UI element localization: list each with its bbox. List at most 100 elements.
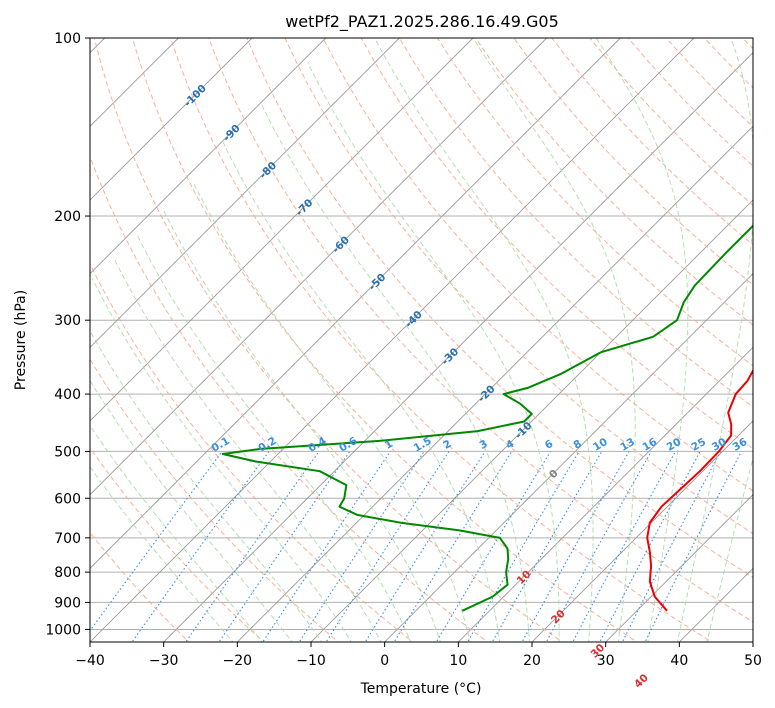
moist-adiabat-line	[192, 181, 471, 642]
isotherm-line	[90, 38, 695, 642]
y-tick-label: 700	[54, 531, 81, 547]
plot-frame	[89, 37, 754, 643]
moist-adiabat-line	[91, 278, 352, 642]
mixing-ratio-line	[218, 451, 351, 642]
mixing-ratio-line	[325, 451, 450, 642]
x-tick-label: −30	[149, 653, 179, 669]
isotherm-label: 20	[549, 608, 568, 627]
dry-adiabat-line	[90, 531, 190, 642]
dry-adiabat-line	[742, 38, 753, 50]
y-tick-label: 500	[54, 444, 81, 460]
y-axis: 100 200 300 400 500 600 700 800 900 1000	[45, 31, 90, 638]
background-lines	[90, 38, 753, 642]
isotherm-line	[236, 125, 753, 642]
y-tick-label: 1000	[45, 622, 81, 638]
mixing-ratio-line	[90, 451, 223, 632]
mixing-ratio-label: 4	[504, 438, 516, 452]
isotherm-line	[90, 38, 253, 201]
moist-adiabat-line	[113, 257, 382, 642]
y-tick-label: 300	[54, 313, 81, 329]
moist-adiabat-line	[307, 62, 560, 642]
mixing-ratio-line	[644, 451, 742, 642]
profile-traces	[221, 224, 753, 612]
moist-adiabat-line	[222, 141, 501, 642]
dry-adiabat-line	[90, 446, 265, 642]
moist-adiabat-line	[374, 38, 594, 642]
x-axis-title: Temperature (°C)	[360, 681, 482, 697]
isotherm-label: -60	[330, 234, 352, 256]
mixing-ratio-label: 6	[543, 438, 555, 452]
moist-adiabat-line	[90, 379, 293, 642]
moist-adiabat-line	[90, 329, 323, 642]
x-tick-label: −20	[223, 653, 253, 669]
dry-adiabat-line	[322, 38, 753, 492]
mixing-ratio-line	[466, 451, 580, 642]
dry-adiabat-line	[475, 38, 753, 326]
x-tick-label: 50	[744, 653, 762, 669]
x-axis: −40 −30 −20 −10 0 10 20 30 40 50	[75, 642, 762, 669]
dry-adiabat-line	[551, 38, 753, 246]
mixing-ratio-line	[262, 451, 391, 642]
dewpoint-trace	[221, 224, 753, 612]
isotherm-line	[163, 52, 753, 642]
dry-adiabat-line	[208, 38, 753, 623]
dry-adiabat-line	[90, 358, 340, 642]
mixing-ratio-line	[298, 451, 425, 642]
x-tick-label: 40	[670, 653, 688, 669]
moist-adiabat-line	[595, 38, 689, 642]
x-tick-label: 20	[523, 653, 541, 669]
moist-adiabat-line	[706, 456, 753, 642]
isotherm-line	[531, 420, 753, 642]
mixing-ratio-label: 3	[477, 438, 489, 452]
dry-adiabat-line	[589, 38, 753, 206]
isotherm-line	[90, 38, 621, 569]
x-tick-label: 10	[449, 653, 467, 669]
dry-adiabat-line	[93, 38, 564, 642]
moist-adiabat-line	[676, 38, 753, 642]
temperature-trace	[646, 368, 753, 612]
isotherm-label: -90	[221, 122, 243, 144]
dry-adiabat-line	[513, 38, 753, 286]
x-tick-label: −10	[296, 653, 326, 669]
y-tick-label: 800	[54, 565, 81, 581]
y-tick-label: 600	[54, 491, 81, 507]
x-tick-label: −40	[75, 653, 105, 669]
isotherm-label: -100	[182, 82, 209, 109]
isotherm-label: -20	[476, 383, 498, 405]
isotherm-line	[384, 273, 753, 642]
isotherm-label: -30	[439, 346, 461, 368]
isotherm-label: 10	[515, 568, 534, 587]
isotherm-labels: 0.1 0.2 0.4 0.6 1 1.5 2 3 4 6 8 10 13 16 20 25 30 36-100-…	[182, 82, 749, 690]
isotherm-line	[90, 38, 547, 496]
moist-adiabat-line	[90, 465, 234, 642]
x-tick-label: 30	[597, 653, 615, 669]
dry-adiabat-line	[703, 38, 753, 89]
y-tick-label: 400	[54, 387, 81, 403]
mixing-ratio-line	[572, 451, 677, 642]
y-axis-title: Pressure (hPa)	[13, 290, 29, 390]
dry-adiabat-line	[170, 38, 713, 642]
dry-adiabat-line	[90, 262, 414, 642]
dry-adiabat-line	[398, 38, 753, 408]
isotherm-label: -70	[294, 197, 316, 219]
moist-adiabat-line	[90, 424, 264, 642]
dry-adiabat-line	[131, 38, 638, 642]
mixing-ratio-line	[599, 451, 701, 642]
mixing-ratio-line	[131, 451, 270, 642]
mixing-ratio-line	[185, 451, 320, 642]
mixing-ratio-line	[621, 451, 722, 642]
mixing-ratio-line	[545, 451, 652, 642]
y-tick-label: 200	[54, 209, 81, 225]
isotherm-label: 40	[632, 672, 651, 691]
isotherm-line	[605, 494, 753, 642]
isotherm-label: -80	[257, 160, 279, 182]
isotherm-line	[90, 38, 474, 422]
mixing-ratio-line	[435, 451, 552, 642]
isotherm-line	[90, 38, 326, 275]
isotherm-label: -50	[367, 271, 389, 293]
mixing-ratio-line	[393, 451, 513, 642]
dry-adiabat-line	[90, 155, 489, 642]
mixing-ratio-label: 2	[441, 438, 453, 452]
isotherm-line	[678, 567, 753, 642]
